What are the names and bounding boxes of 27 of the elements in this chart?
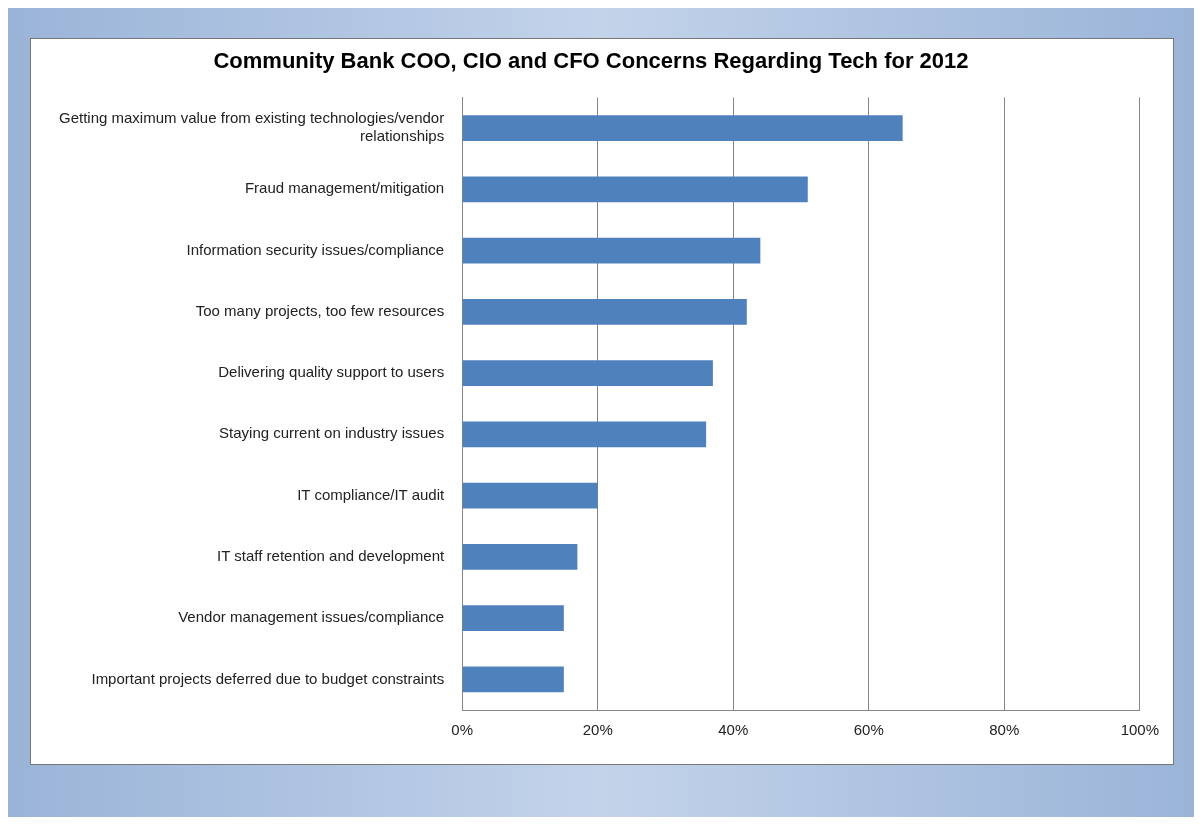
y-tick-label: Delivering quality support to users [218, 363, 445, 381]
bar [462, 360, 713, 386]
x-tick-label: 40% [718, 721, 749, 739]
y-tick-label: Vendor management issues/compliance [178, 608, 445, 626]
y-tick-label: Fraud management/mitigation [244, 179, 445, 197]
x-tick-label: 0% [451, 721, 474, 739]
bar [462, 176, 808, 203]
y-tick-label: Too many projects, too few resources [195, 301, 445, 319]
bar [462, 115, 903, 141]
y-tick-label: IT staff retention and development [217, 546, 445, 564]
x-tick-label: 80% [989, 721, 1020, 739]
bar [462, 605, 564, 631]
y-tick-label: Important projects deferred due to budget constraints [91, 669, 445, 687]
y-tick-label: Getting maximum value from existing technologies/vendor relationships [58, 109, 445, 145]
bar [462, 666, 564, 693]
y-tick-label: Information security issues/compliance [186, 240, 445, 258]
x-tick-label: 20% [582, 721, 613, 739]
bar [462, 482, 598, 509]
bar [462, 421, 707, 448]
chart-title: Community Bank COO, CIO and CFO Concerns Regarding Tech for 2012 [213, 48, 969, 74]
bar [462, 543, 578, 570]
bar [462, 237, 761, 264]
y-tick-label: Staying current on industry issues [219, 424, 445, 442]
y-tick-label: IT compliance/IT audit [297, 485, 445, 503]
x-tick-label: 60% [853, 721, 884, 739]
bar [462, 298, 747, 325]
x-tick-label: 100% [1120, 721, 1160, 739]
